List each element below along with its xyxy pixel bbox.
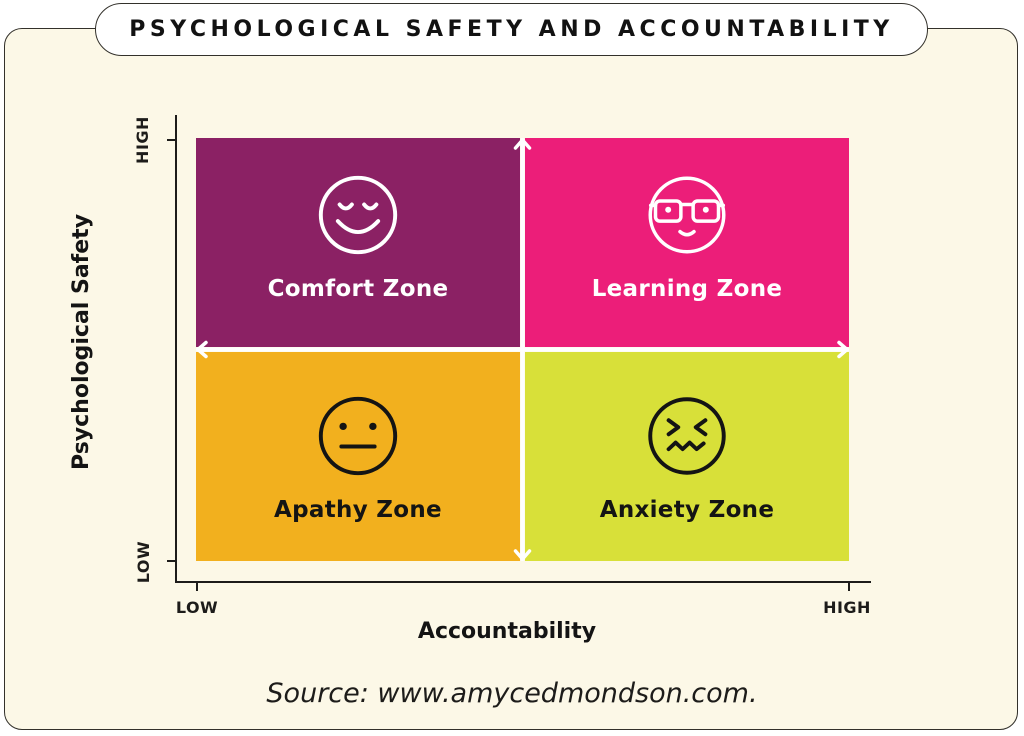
neutral-face-icon [318,396,398,476]
relaxed-face-icon [318,175,398,255]
y-axis-low-label: LOW [134,540,153,584]
x-axis-high-label: HIGH [823,598,871,617]
y-axis-title: Psychological Safety [69,213,94,471]
zone-label: Anxiety Zone [599,497,775,523]
quadrant-matrix: Comfort Zone Learning Zone [196,138,849,561]
source-attribution: Source: www.amycedmondson.com. [266,678,758,709]
zone-label: Learning Zone [591,276,783,302]
title-pill: PSYCHOLOGICAL SAFETY AND ACCOUNTABILITY [95,3,928,56]
quadrant-learning-zone: Learning Zone [525,138,849,347]
quadrant-comfort-zone: Comfort Zone [196,138,520,347]
distressed-face-icon [648,397,726,475]
x-axis-low-label: LOW [175,598,219,617]
page-title: PSYCHOLOGICAL SAFETY AND ACCOUNTABILITY [129,17,894,42]
zone-label: Apathy Zone [274,497,442,523]
quadrant-anxiety-zone: Anxiety Zone [525,352,849,561]
quadrant-apathy-zone: Apathy Zone [196,352,520,561]
zone-label: Comfort Zone [267,276,449,302]
x-axis-title: Accountability [417,619,597,644]
y-axis-high-label: HIGH [133,116,152,164]
glasses-smile-face-icon [648,176,726,254]
